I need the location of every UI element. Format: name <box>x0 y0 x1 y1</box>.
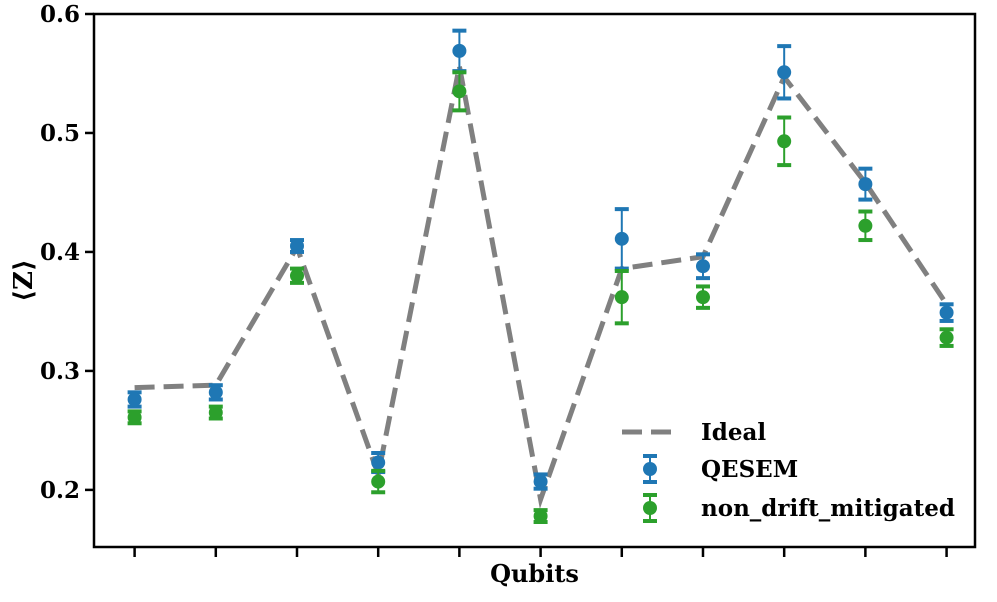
y-tick-label: 0.3 <box>40 358 80 385</box>
data-point <box>858 218 873 233</box>
plot-layer <box>127 28 954 525</box>
data-point <box>452 84 467 99</box>
data-point <box>695 259 710 274</box>
axis-layer: 0.2 0.3 0.4 0.5 0.6 <box>40 1 948 557</box>
data-point <box>289 238 304 253</box>
non-drift-mitigated-series <box>127 70 954 525</box>
data-point <box>289 268 304 283</box>
data-point <box>533 474 548 489</box>
y-axis-label: ⟨Z⟩ <box>9 259 39 302</box>
legend-marker <box>643 462 657 476</box>
x-axis-label: Qubits <box>490 559 579 588</box>
legend: Ideal QESEM non_drift_mitigated <box>622 419 955 523</box>
y-tick-label: 0.6 <box>40 1 80 28</box>
data-point <box>208 385 223 400</box>
data-point <box>858 177 873 192</box>
data-point <box>777 134 792 149</box>
legend-label-ideal: Ideal <box>701 419 766 446</box>
qesem-series <box>127 28 954 491</box>
data-point <box>452 43 467 58</box>
legend-label-qesem: QESEM <box>701 456 798 483</box>
data-point <box>777 65 792 80</box>
y-tick-label: 0.2 <box>40 477 80 504</box>
y-tick-label: 0.5 <box>40 120 80 147</box>
axes-frame <box>92 12 977 549</box>
data-point <box>939 305 954 320</box>
data-point <box>127 410 142 425</box>
data-point <box>614 231 629 246</box>
data-point <box>695 290 710 305</box>
legend-symbol-non-drift-mitigated <box>643 493 657 523</box>
data-point <box>533 509 548 524</box>
legend-symbol-qesem <box>643 454 657 484</box>
data-point <box>939 330 954 345</box>
data-point <box>208 405 223 420</box>
y-tick-label: 0.4 <box>40 239 80 266</box>
legend-label-non-drift-mitigated: non_drift_mitigated <box>701 495 955 522</box>
data-point <box>127 392 142 407</box>
data-point <box>371 474 386 489</box>
data-point <box>371 455 386 470</box>
data-point <box>614 290 629 305</box>
ideal-line <box>134 65 949 510</box>
legend-marker <box>643 501 657 515</box>
